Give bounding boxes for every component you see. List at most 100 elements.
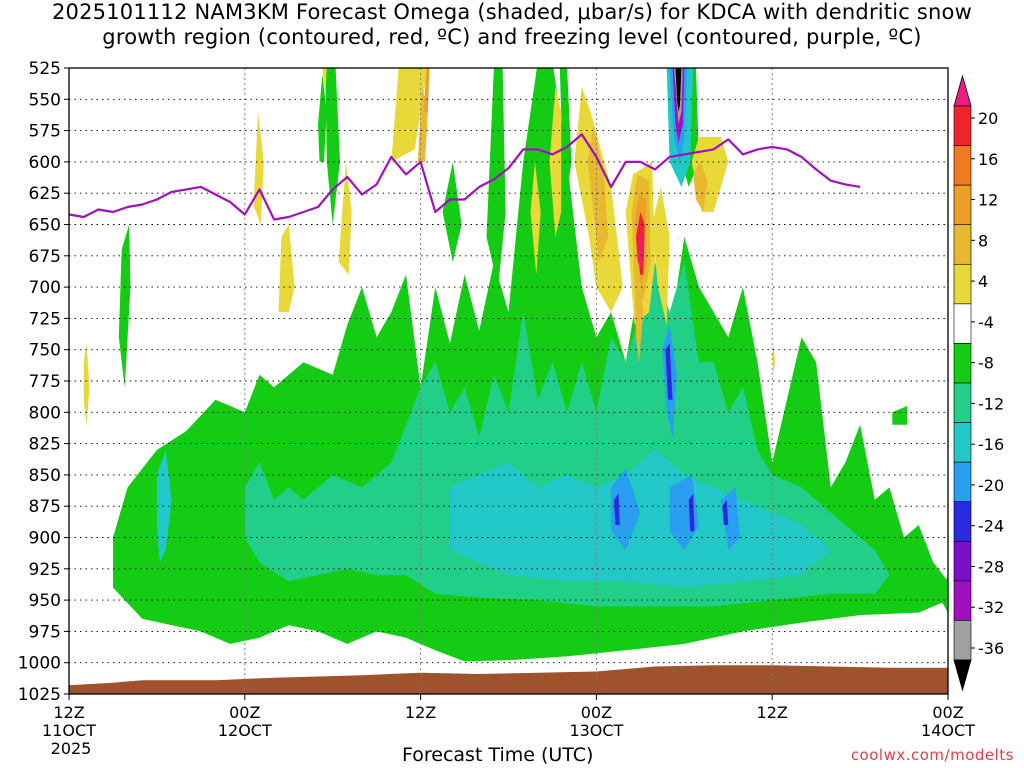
colorbar-swatch xyxy=(953,461,972,503)
colorbar-label: 20 xyxy=(978,109,998,128)
grid-lines xyxy=(69,68,948,694)
y-tick-label: 975 xyxy=(29,622,61,642)
omega-region xyxy=(423,68,430,112)
omega-region xyxy=(559,68,572,212)
omega-region xyxy=(772,343,776,375)
omega-region xyxy=(83,343,90,425)
x-tick-label: 12Z xyxy=(757,703,788,722)
colorbar-cap-top xyxy=(953,74,972,107)
omega-region-cyan xyxy=(449,449,831,588)
y-tick-label: 675 xyxy=(29,247,61,267)
x-tick-label: 12Z xyxy=(53,703,84,722)
colorbar-label: 12 xyxy=(978,191,998,210)
colorbar-swatch xyxy=(953,263,972,305)
omega-region xyxy=(638,230,643,269)
x-tick-label: 12OCT xyxy=(218,721,272,740)
colorbar-label: -36 xyxy=(978,639,1004,658)
omega-region xyxy=(652,186,670,325)
colorbar-swatch xyxy=(953,303,972,344)
omega-region xyxy=(614,493,620,525)
colorbar-swatch xyxy=(953,145,972,186)
omega-region xyxy=(530,161,541,275)
y-tick-label: 1000 xyxy=(18,654,61,674)
colorbar-label: -20 xyxy=(978,476,1004,495)
colorbar-swatch xyxy=(953,224,972,265)
colorbar-swatch xyxy=(953,580,972,621)
colorbar: 20 16 12 8 4 -4 -8 -12 -16 -20 -24 -28 -32 -36 xyxy=(953,74,1004,692)
y-tick-label: 950 xyxy=(29,591,61,611)
colorbar-label: 8 xyxy=(978,231,988,250)
colorbar-label: 16 xyxy=(978,150,998,169)
omega-region xyxy=(549,86,562,237)
watermark: coolwx.com/modelts xyxy=(850,746,1014,764)
y-tick-label: 625 xyxy=(29,184,61,204)
omega-region xyxy=(278,224,295,313)
terrain-fill xyxy=(69,665,948,694)
y-axis-ticks: 525 550 575 600 625 650 675 700 725 750 775 800 825 8… xyxy=(18,59,69,705)
colorbar-swatch xyxy=(953,382,972,423)
x-tick-label: 14OCT xyxy=(921,721,975,740)
omega-region xyxy=(669,474,699,550)
omega-region xyxy=(665,343,673,400)
omega-region xyxy=(688,493,695,532)
colorbar-label: -32 xyxy=(978,598,1004,617)
omega-region xyxy=(442,161,462,263)
omega-region xyxy=(391,68,428,162)
colorbar-swatch xyxy=(953,422,972,463)
colorbar-label: -28 xyxy=(978,557,1004,576)
y-tick-label: 900 xyxy=(29,529,61,549)
colorbar-cap-bottom xyxy=(953,659,972,692)
freezing-level-line xyxy=(69,133,861,221)
colorbar-swatch xyxy=(953,343,972,384)
omega-region xyxy=(322,68,327,93)
y-tick-label: 525 xyxy=(29,59,61,79)
x-tick-label: 13OCT xyxy=(569,721,623,740)
y-tick-label: 600 xyxy=(29,153,61,173)
y-tick-label: 850 xyxy=(29,466,61,486)
omega-region xyxy=(892,406,907,425)
omega-region xyxy=(611,468,641,550)
y-tick-label: 875 xyxy=(29,497,61,517)
colorbar-label: -12 xyxy=(978,394,1004,413)
colorbar-swatch xyxy=(953,540,972,582)
y-tick-label: 825 xyxy=(29,435,61,455)
y-tick-label: 1025 xyxy=(18,685,61,705)
y-tick-label: 775 xyxy=(29,372,61,392)
omega-region xyxy=(253,111,264,225)
x-tick-label: 2025 xyxy=(51,739,92,758)
omega-region xyxy=(318,74,327,162)
omega-region xyxy=(693,161,708,212)
colorbar-swatch xyxy=(953,501,972,542)
y-tick-label: 725 xyxy=(29,309,61,329)
y-tick-label: 925 xyxy=(29,560,61,580)
y-tick-label: 800 xyxy=(29,403,61,423)
colorbar-label: -24 xyxy=(978,517,1004,536)
omega-region xyxy=(675,68,682,112)
colorbar-label: -16 xyxy=(978,435,1004,454)
y-tick-label: 550 xyxy=(29,90,61,110)
colorbar-label: -4 xyxy=(978,313,994,332)
omega-shading xyxy=(83,68,948,662)
omega-region xyxy=(118,224,131,388)
chart-title: 2025101112 NAM3KM Forecast Omega (shaded… xyxy=(0,0,1024,50)
chart-title-line1: 2025101112 NAM3KM Forecast Omega (shaded… xyxy=(52,0,972,24)
colorbar-swatch xyxy=(953,620,972,661)
y-tick-label: 575 xyxy=(29,122,61,142)
x-tick-label: 00Z xyxy=(932,703,963,722)
omega-region xyxy=(325,68,340,225)
colorbar-swatch xyxy=(953,184,972,226)
y-tick-label: 650 xyxy=(29,216,61,236)
x-axis-label: Forecast Time (UTC) xyxy=(402,744,594,766)
x-tick-label: 00Z xyxy=(229,703,260,722)
y-tick-label: 750 xyxy=(29,341,61,361)
colorbar-label: 4 xyxy=(978,272,988,291)
omega-region xyxy=(338,161,352,275)
x-tick-label: 12Z xyxy=(405,703,436,722)
x-tick-label: 11OCT xyxy=(42,721,96,740)
omega-region xyxy=(940,575,948,613)
terrain-surface xyxy=(69,665,948,694)
omega-region xyxy=(156,449,172,563)
colorbar-label: -8 xyxy=(978,354,994,373)
